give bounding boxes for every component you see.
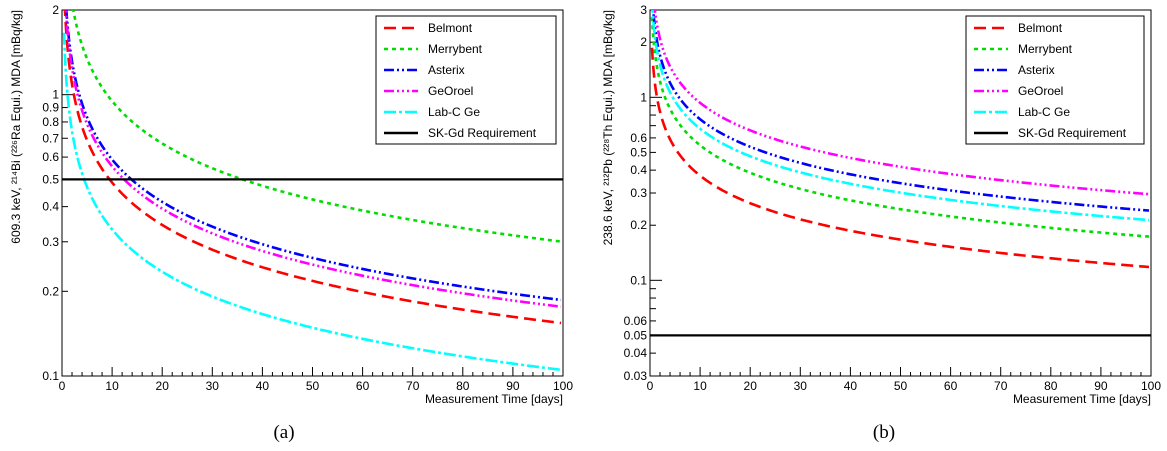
y-tick-label: 0.4 bbox=[42, 200, 59, 214]
y-tick-label: 0.2 bbox=[42, 284, 59, 298]
series-line-lab-c-ge bbox=[651, 10, 1150, 222]
legend-box bbox=[965, 15, 1145, 145]
y-tick-label: 2 bbox=[52, 3, 59, 17]
y-tick-label: 0.3 bbox=[42, 235, 59, 249]
legend-label: Lab-C Ge bbox=[1018, 105, 1070, 119]
series-line-merrybent bbox=[650, 17, 1150, 238]
x-tick-label: 70 bbox=[994, 379, 1008, 393]
x-tick-label: 40 bbox=[256, 379, 270, 393]
x-tick-label: 50 bbox=[306, 379, 320, 393]
series-line-belmont bbox=[650, 47, 1150, 269]
x-axis-label: Measurement Time [days] bbox=[1013, 392, 1151, 406]
series-line-asterix bbox=[65, 10, 562, 302]
x-tick-label: 50 bbox=[894, 379, 908, 393]
series-line-belmont bbox=[63, 10, 562, 325]
legend-label: Belmont bbox=[1018, 21, 1063, 35]
x-tick-label: 90 bbox=[506, 379, 520, 393]
y-tick-label: 0.05 bbox=[624, 328, 648, 342]
x-axis-label: Measurement Time [days] bbox=[425, 392, 563, 406]
y-tick-label: 2 bbox=[640, 35, 647, 49]
chart-panel-a: 0 10 20 30 40 50 60 70 80 90 100 0.1 0.2 0.3 0.4 0.5 0.6… bbox=[9, 3, 573, 443]
x-tick-label: 60 bbox=[944, 379, 958, 393]
y-tick-label: 0.9 bbox=[42, 101, 59, 115]
x-tick-label: 70 bbox=[406, 379, 420, 393]
x-tick-label: 100 bbox=[553, 379, 573, 393]
y-tick-label: 0.3 bbox=[630, 186, 647, 200]
legend-label: GeOroel bbox=[1018, 84, 1063, 98]
x-tick-label: 20 bbox=[156, 379, 170, 393]
y-tick-label: 0.7 bbox=[42, 131, 59, 145]
y-tick-label: 0.2 bbox=[630, 218, 647, 232]
x-tick-label: 80 bbox=[456, 379, 470, 393]
x-tick-label: 0 bbox=[59, 379, 66, 393]
y-tick-label: 0.4 bbox=[630, 163, 647, 177]
series-line-asterix bbox=[651, 10, 1150, 212]
x-tick-label: 30 bbox=[206, 379, 220, 393]
x-tick-label: 90 bbox=[1094, 379, 1108, 393]
x-tick-label: 0 bbox=[647, 379, 654, 393]
x-tick-label: 100 bbox=[1141, 379, 1161, 393]
legend: Belmont Merrybent Asterix GeOroel Lab-C Ge SK… bbox=[375, 15, 557, 145]
y-tick-label: 1 bbox=[640, 90, 647, 104]
x-tick-label: 40 bbox=[844, 379, 858, 393]
x-tick-label: 10 bbox=[693, 379, 707, 393]
legend-label: SK-Gd Requirement bbox=[428, 126, 537, 140]
x-tick-label: 10 bbox=[105, 379, 119, 393]
y-tick-label: 0.5 bbox=[42, 172, 59, 186]
y-axis-label: 238.6 keV, ²¹²Pb (²²⁸Th Equi.) MDA [mBq/… bbox=[601, 10, 615, 245]
y-tick-label: 0.03 bbox=[624, 369, 648, 383]
series-line-georoel bbox=[64, 10, 562, 308]
legend-label: SK-Gd Requirement bbox=[1018, 126, 1127, 140]
legend-label: Merrybent bbox=[428, 42, 483, 56]
x-tick-label: 60 bbox=[356, 379, 370, 393]
y-tick-label: 0.8 bbox=[42, 115, 59, 129]
legend-label: Asterix bbox=[428, 63, 465, 77]
legend-label: Belmont bbox=[428, 21, 473, 35]
legend-label: GeOroel bbox=[428, 84, 473, 98]
legend: Belmont Merrybent Asterix GeOroel Lab-C Ge SK… bbox=[965, 15, 1145, 145]
y-tick-label: 0.6 bbox=[630, 131, 647, 145]
legend-label: Asterix bbox=[1018, 63, 1055, 77]
legend-label: Merrybent bbox=[1018, 42, 1073, 56]
chart-panel-b: 0 10 20 30 40 50 60 70 80 90 100 0.03 0.04 0.050.06 0.… bbox=[601, 3, 1161, 443]
y-tick-label: 0.6 bbox=[42, 150, 59, 164]
legend-label: Lab-C Ge bbox=[428, 105, 480, 119]
legend-box bbox=[375, 15, 557, 145]
x-tick-label: 20 bbox=[744, 379, 758, 393]
y-tick-label: 0.1 bbox=[630, 273, 647, 287]
y-tick-label: 0.06 bbox=[624, 314, 648, 328]
y-tick-label: 0.5 bbox=[630, 145, 647, 159]
y-tick-label: 3 bbox=[640, 3, 647, 17]
series-line-merrybent bbox=[71, 10, 562, 243]
x-tick-label: 30 bbox=[794, 379, 808, 393]
panel-caption: (a) bbox=[273, 422, 294, 443]
x-tick-label: 80 bbox=[1044, 379, 1058, 393]
series-line-georoel bbox=[653, 10, 1150, 196]
series-group bbox=[650, 10, 1151, 337]
y-axis-label: 609.3 keV, ²¹⁴Bi (²²⁶Ra Equi.) MDA [mBq/… bbox=[9, 10, 23, 244]
y-tick-label: 0.1 bbox=[42, 369, 59, 383]
panel-caption: (b) bbox=[873, 422, 895, 443]
series-group bbox=[62, 10, 563, 372]
y-tick-label: 0.04 bbox=[624, 346, 648, 360]
y-tick-label: 1 bbox=[52, 88, 59, 102]
